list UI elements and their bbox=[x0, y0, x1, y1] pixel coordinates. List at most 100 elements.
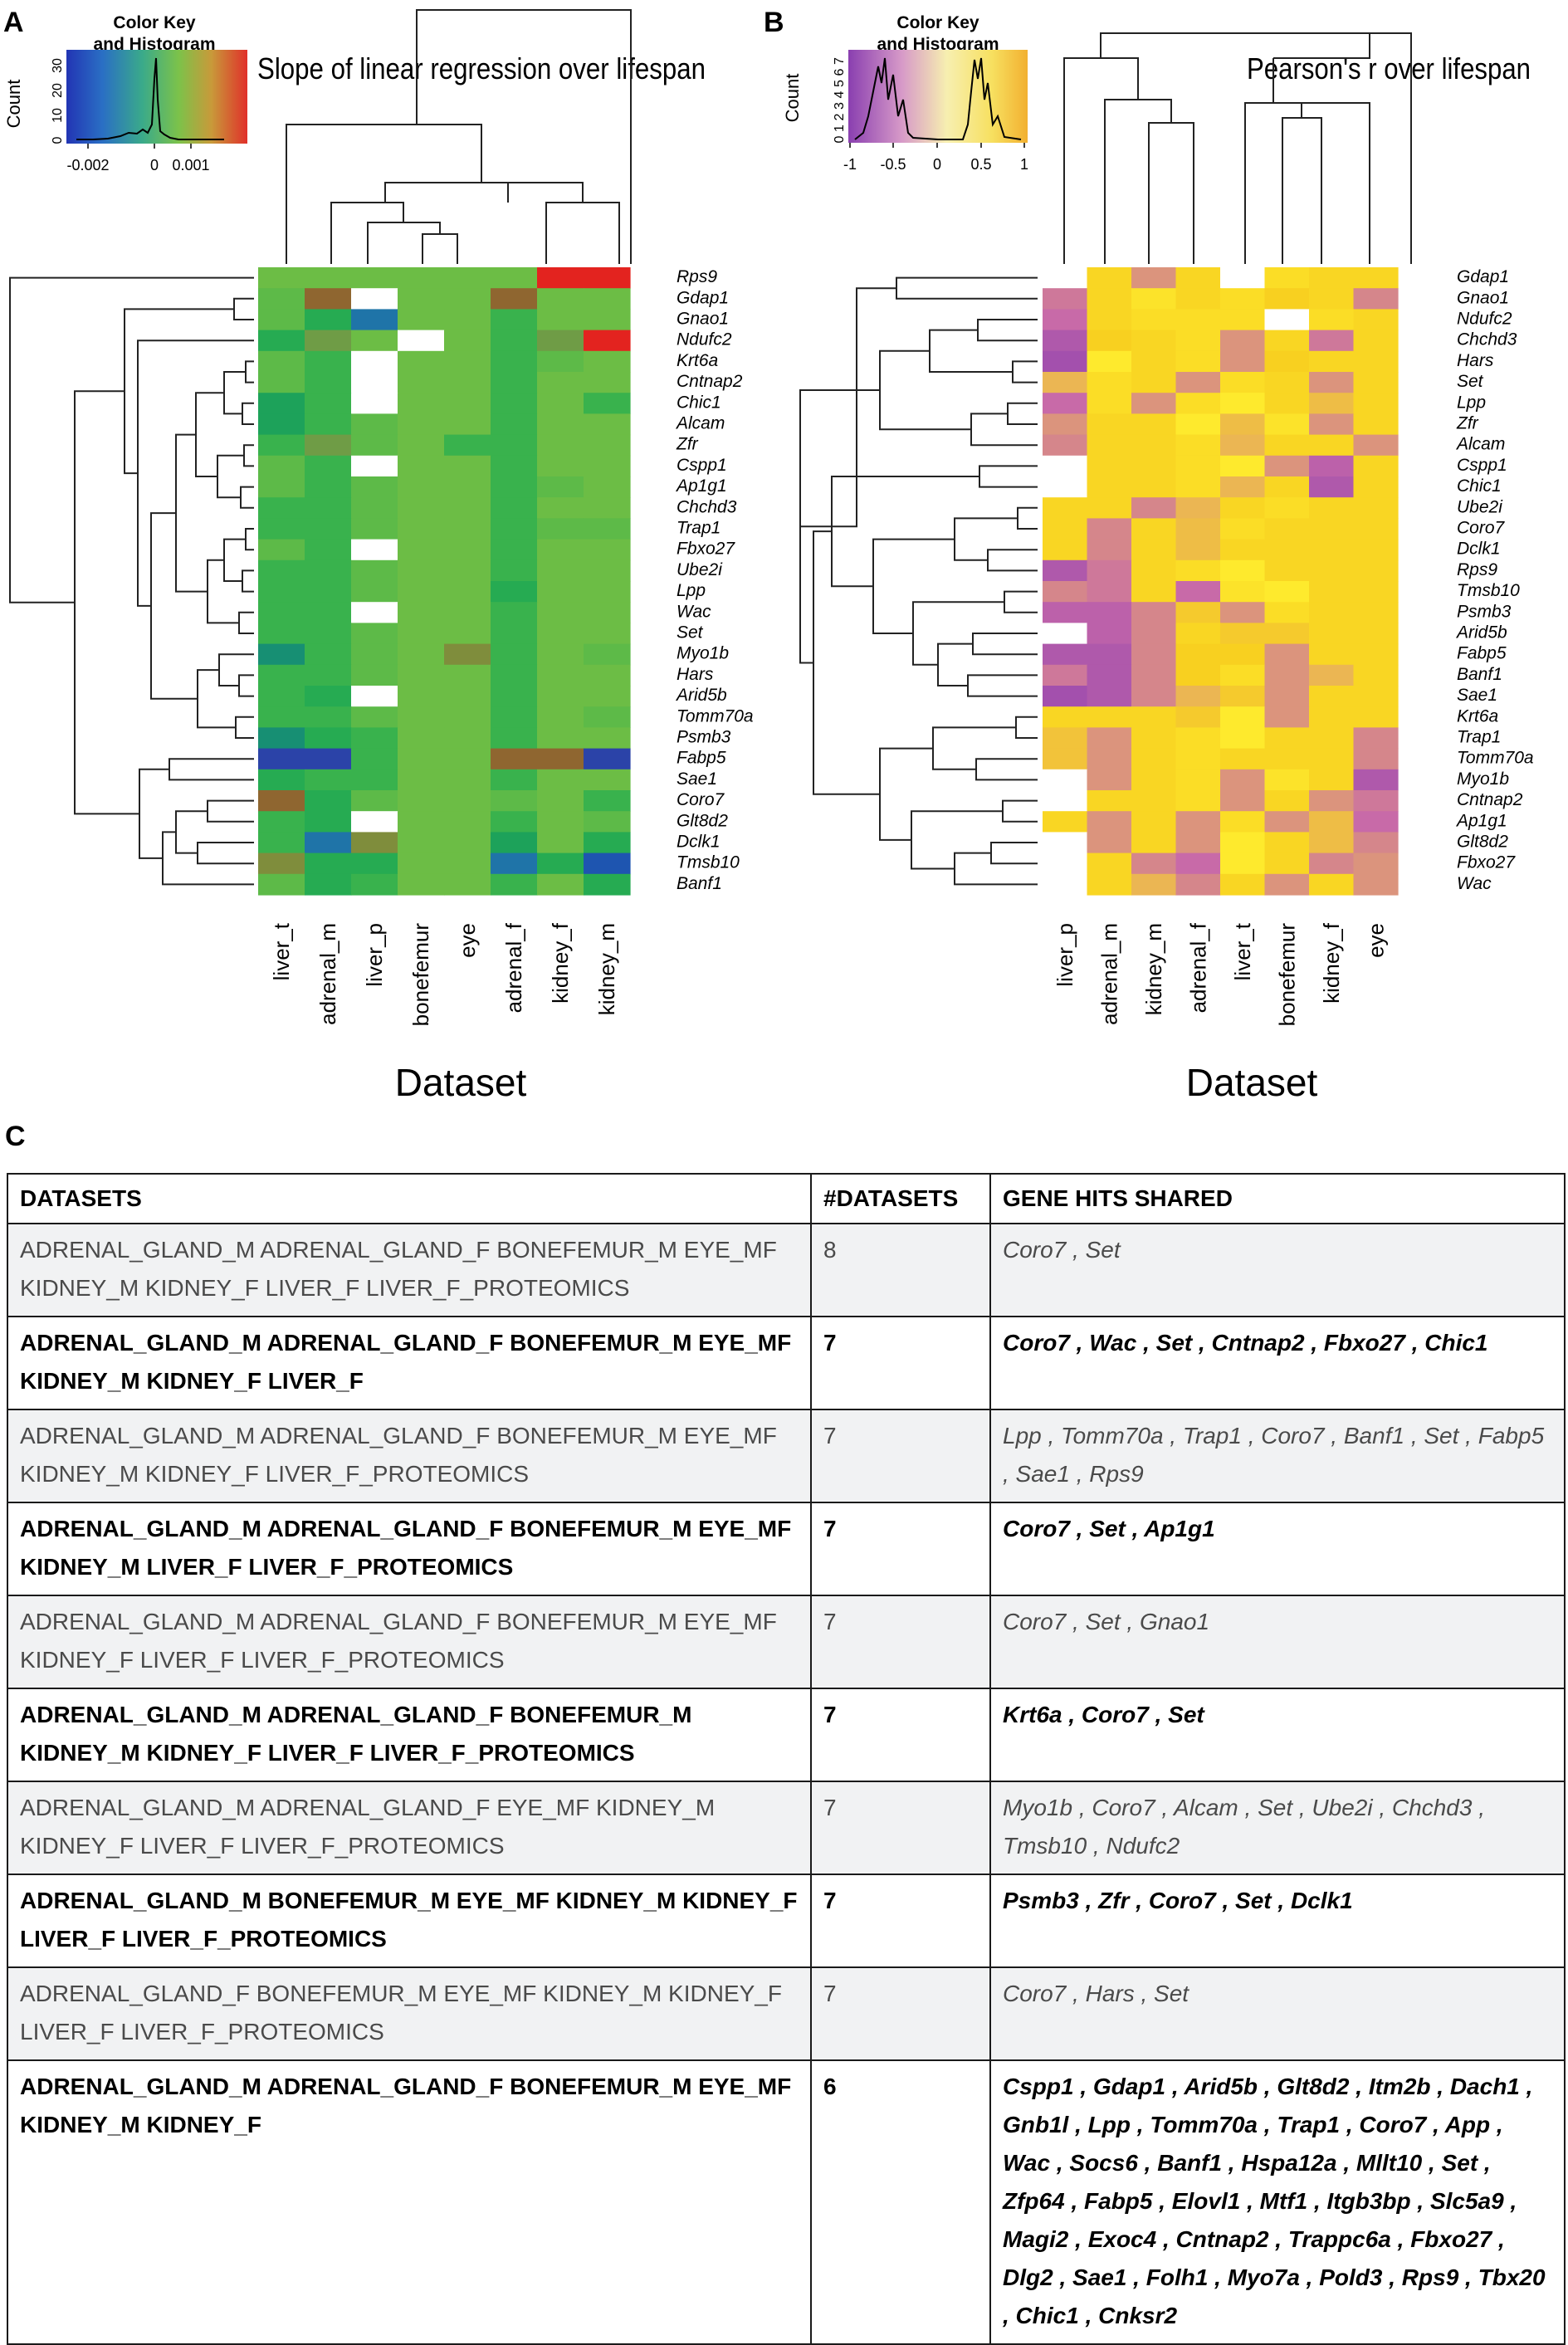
heatmap-cell-Psmb3-liver_t bbox=[1220, 602, 1266, 623]
panel-a-row-label: Ap1g1 bbox=[675, 476, 727, 496]
panel-b-row-dendrogram bbox=[799, 276, 1038, 886]
panel-a-row-label: Set bbox=[677, 623, 704, 642]
heatmap-cell-Coro7-adrenal_m bbox=[305, 790, 352, 812]
panel-a-column-label: liver_p bbox=[362, 923, 387, 987]
heatmap-cell-Alcam-kidney_f bbox=[537, 413, 584, 436]
heatmap-cell-Ndufc2-liver_t bbox=[1220, 309, 1266, 331]
heatmap-cell-Psmb3-adrenal_f bbox=[491, 727, 538, 750]
heatmap-cell-Cntnap2-adrenal_m bbox=[305, 372, 352, 393]
heatmap-cell-Coro7-bonefemur bbox=[1264, 518, 1310, 540]
heatmap-cell-Ap1g1-liver_p bbox=[351, 476, 398, 498]
heatmap-cell-Arid5b-kidney_f bbox=[537, 686, 584, 707]
heatmap-cell-Ap1g1-adrenal_m bbox=[305, 476, 352, 498]
heatmap-cell-Krt6a-liver_p bbox=[351, 350, 398, 373]
heatmap-cell-Chic1-adrenal_f bbox=[1175, 476, 1221, 498]
count-cell: 6 bbox=[810, 2059, 991, 2345]
heatmap-cell-Tomm70a-bonefemur bbox=[398, 706, 445, 728]
heatmap-cell-Fabp5-adrenal_m bbox=[1087, 643, 1132, 666]
heatmap-cell-Chic1-liver_p bbox=[351, 393, 398, 414]
panel-a-label: A bbox=[3, 7, 24, 38]
heatmap-cell-Fbxo27-adrenal_m bbox=[305, 539, 352, 561]
heatmap-cell-Myo1b-adrenal_f bbox=[491, 643, 538, 666]
heatmap-cell-Psmb3-kidney_f bbox=[537, 727, 584, 750]
heatmap-cell-Tomm70a-liver_t bbox=[258, 706, 305, 728]
genes-cell: Coro7 , Set bbox=[989, 1223, 1566, 1317]
heatmap-cell-Cspp1-liver_p bbox=[1043, 455, 1088, 477]
heatmap-cell-Wac-kidney_m bbox=[584, 602, 631, 623]
heatmap-cell-Cspp1-adrenal_m bbox=[305, 455, 352, 477]
heatmap-cell-Sae1-adrenal_f bbox=[491, 769, 538, 791]
heatmap-cell-Banf1-kidney_m bbox=[584, 873, 631, 896]
heatmap-cell-Fabp5-eye bbox=[444, 748, 491, 770]
heatmap-cell-Banf1-liver_t bbox=[258, 873, 305, 896]
genes-cell: Coro7 , Set , Gnao1 bbox=[989, 1595, 1566, 1689]
heatmap-cell-Set-liver_t bbox=[258, 623, 305, 645]
panel-b-row-label: Cntnap2 bbox=[1457, 790, 1523, 809]
heatmap-cell-Gnao1-liver_t bbox=[1220, 288, 1266, 310]
heatmap-cell-Ndufc2-bonefemur bbox=[1264, 309, 1310, 331]
heatmap-cell-Fbxo27-bonefemur bbox=[1264, 853, 1310, 875]
heatmap-cell-Hars-kidney_m bbox=[584, 664, 631, 686]
heatmap-cell-Sae1-adrenal_f bbox=[1175, 686, 1221, 707]
heatmap-cell-Psmb3-adrenal_m bbox=[305, 727, 352, 750]
heatmap-cell-Ube2i-liver_p bbox=[351, 559, 398, 582]
heatmap-cell-Tomm70a-bonefemur bbox=[1264, 748, 1310, 770]
panel-a-column-dendrogram bbox=[286, 9, 632, 264]
heatmap-cell-Rps9-kidney_f bbox=[537, 267, 584, 289]
panel-b-row-label: Glt8d2 bbox=[1457, 833, 1508, 852]
panel-c-label: C bbox=[5, 1121, 26, 1152]
heatmap-cell-Ube2i-bonefemur bbox=[1264, 497, 1310, 519]
heatmap-cell-Psmb3-adrenal_m bbox=[1087, 602, 1132, 623]
heatmap-cell-Chic1-eye bbox=[1353, 476, 1399, 498]
heatmap-cell-Alcam-bonefemur bbox=[398, 413, 445, 436]
panel-b-column-label: bonefemur bbox=[1274, 923, 1299, 1027]
panel-b-color-key: Color Key and Histogram Count 0 1 2 3 4 5 6 7 -… bbox=[782, 13, 1028, 173]
heatmap-cell-Ap1g1-kidney_f bbox=[537, 476, 584, 498]
panel-a-column-label: kidney_f bbox=[548, 922, 573, 1004]
heatmap-cell-Wac-kidney_m bbox=[1131, 873, 1177, 896]
heatmap-cell-Gdap1-adrenal_f bbox=[1175, 267, 1221, 289]
heatmap-cell-Chchd3-adrenal_m bbox=[305, 497, 352, 519]
heatmap-cell-Krt6a-bonefemur bbox=[398, 350, 445, 373]
heatmap-cell-Sae1-liver_t bbox=[1220, 686, 1266, 707]
heatmap-cell-Alcam-eye bbox=[444, 413, 491, 436]
panel-a-row-label: Sae1 bbox=[677, 769, 717, 789]
heatmap-cell-Psmb3-kidney_m bbox=[584, 727, 631, 750]
heatmap-cell-Rps9-kidney_m bbox=[584, 267, 631, 289]
panel-b-row-label: Fabp5 bbox=[1457, 644, 1507, 663]
heatmap-figure: A B Color Key and Histogram Count 010203… bbox=[3, 7, 1534, 1104]
heatmap-cell-Zfr-adrenal_f bbox=[1175, 413, 1221, 436]
heatmap-cell-Ndufc2-bonefemur bbox=[398, 330, 445, 352]
heatmap-cell-Zfr-liver_p bbox=[1043, 413, 1088, 436]
heatmap-cell-Lpp-adrenal_f bbox=[491, 581, 538, 603]
heatmap-cell-Ap1g1-liver_t bbox=[1220, 811, 1266, 833]
heatmap-cell-Ap1g1-adrenal_f bbox=[1175, 811, 1221, 833]
heatmap-cell-Gdap1-eye bbox=[1353, 267, 1399, 289]
heatmap-cell-Zfr-adrenal_f bbox=[491, 434, 538, 457]
heatmap-cell-Chic1-liver_p bbox=[1043, 476, 1088, 498]
heatmap-cell-Fabp5-kidney_f bbox=[1309, 643, 1355, 666]
heatmap-cell-Dclk1-liver_t bbox=[258, 832, 305, 854]
heatmap-cell-Rps9-eye bbox=[444, 267, 491, 289]
heatmap-cell-Dclk1-kidney_m bbox=[584, 832, 631, 854]
heatmap-cell-Cspp1-kidney_m bbox=[584, 455, 631, 477]
heatmap-cell-Chchd3-bonefemur bbox=[398, 497, 445, 519]
heatmap-cell-Gdap1-liver_t bbox=[258, 288, 305, 310]
heatmap-cell-Ap1g1-kidney_f bbox=[1309, 811, 1355, 833]
panel-b-key-xtick: 1 bbox=[1020, 156, 1028, 173]
heatmap-cell-Fbxo27-liver_p bbox=[1043, 853, 1088, 875]
heatmap-cell-Fbxo27-liver_p bbox=[351, 539, 398, 561]
heatmap-cell-Wac-kidney_f bbox=[1309, 873, 1355, 896]
heatmap-cell-Psmb3-adrenal_f bbox=[1175, 602, 1221, 623]
panel-a-column-label: adrenal_f bbox=[501, 922, 526, 1013]
heatmap-cell-Ap1g1-eye bbox=[1353, 811, 1399, 833]
heatmap-cell-Coro7-eye bbox=[444, 790, 491, 812]
heatmap-cell-Trap1-adrenal_f bbox=[1175, 727, 1221, 750]
heatmap-cell-Sae1-kidney_f bbox=[537, 769, 584, 791]
heatmap-cell-Trap1-adrenal_m bbox=[1087, 727, 1132, 750]
heatmap-cell-Myo1b-kidney_f bbox=[537, 643, 584, 666]
heatmap-cell-Tomm70a-kidney_m bbox=[1131, 748, 1177, 770]
panel-b-row-label: Fbxo27 bbox=[1457, 853, 1516, 872]
heatmap-cell-Tmsb10-adrenal_f bbox=[1175, 581, 1221, 603]
heatmap-cell-Ube2i-adrenal_f bbox=[1175, 497, 1221, 519]
